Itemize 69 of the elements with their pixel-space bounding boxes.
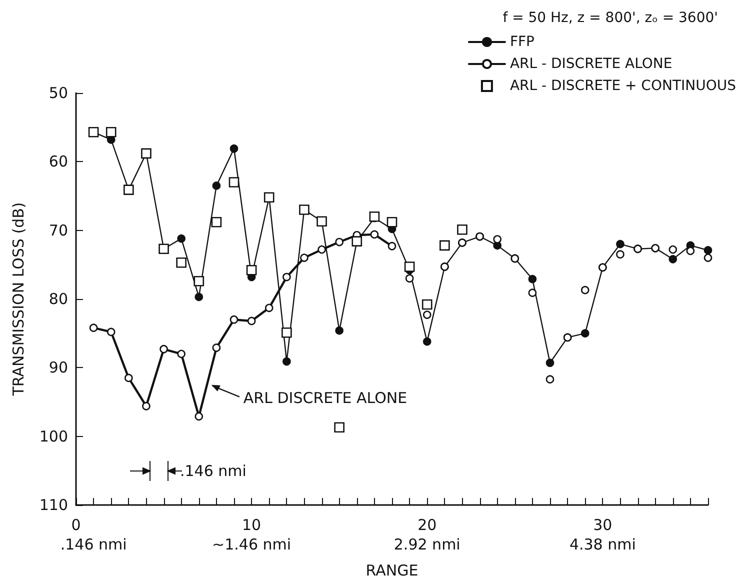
legend-label: ARL - DISCRETE + CONTINUOUS <box>510 78 736 94</box>
point <box>264 304 274 312</box>
legend-label: FFP <box>510 34 535 50</box>
point <box>282 327 292 338</box>
point <box>300 254 308 262</box>
point <box>404 262 415 272</box>
y-tick-label: 80 <box>48 290 68 308</box>
point <box>370 230 379 239</box>
point <box>493 235 502 244</box>
annotation: .146 nmi <box>180 462 246 480</box>
point <box>194 276 204 286</box>
point <box>246 265 257 276</box>
point <box>616 240 624 248</box>
point <box>247 316 256 326</box>
x-tick-label: 10 <box>242 516 262 534</box>
point <box>616 250 624 259</box>
point <box>194 292 204 302</box>
y-tick-label: 100 <box>39 427 68 446</box>
point <box>668 245 678 254</box>
x-axis-title: RANGE <box>366 562 418 580</box>
point <box>528 274 537 284</box>
y-tick-label: 70 <box>48 221 68 240</box>
point <box>124 374 133 382</box>
point <box>230 144 238 153</box>
annotation: ARL DISCRETE ALONE <box>243 388 408 407</box>
point <box>422 337 432 346</box>
y-tick-label: 60 <box>48 152 68 171</box>
point <box>89 324 98 332</box>
point <box>335 326 344 335</box>
y-tick-label: 90 <box>48 358 68 377</box>
point <box>212 182 221 190</box>
point <box>318 245 326 254</box>
point <box>546 375 554 384</box>
x2-tick-label: 2.92 nmi <box>394 536 460 554</box>
point <box>440 240 450 251</box>
x2-tick-label: 4.38 nmi <box>569 536 636 554</box>
point <box>422 299 432 310</box>
chart-subtitle: f = 50 Hz, z = 800', zₒ = 3600' <box>502 10 718 26</box>
point <box>335 238 344 246</box>
point <box>668 255 678 264</box>
point <box>369 211 380 222</box>
y-tick-label: 110 <box>39 496 68 514</box>
point <box>704 254 712 262</box>
point <box>388 242 396 250</box>
point <box>106 328 116 336</box>
point <box>160 344 168 354</box>
x-tick-label: 30 <box>593 516 612 534</box>
point <box>177 350 186 358</box>
point <box>194 412 204 421</box>
point <box>580 286 590 294</box>
y-axis-title: TRANSMISSION LOSS (dB) <box>10 202 28 397</box>
point <box>212 344 221 352</box>
point <box>546 358 554 368</box>
x-tick-label: 0 <box>71 516 81 534</box>
point <box>177 234 186 243</box>
x-tick-label: 20 <box>418 516 437 534</box>
point <box>704 246 712 254</box>
point <box>405 274 414 283</box>
point <box>230 315 238 324</box>
legend-label: ARL - DISCRETE ALONE <box>510 56 672 72</box>
point <box>282 272 291 282</box>
point <box>528 288 537 297</box>
point <box>142 402 150 410</box>
point <box>282 357 291 366</box>
x2-tick-label: .146 nmi <box>60 536 127 554</box>
y-tick-label: 50 <box>48 84 68 102</box>
x2-tick-label: ~1.46 nmi <box>212 536 292 554</box>
point <box>580 329 590 338</box>
point <box>422 310 432 319</box>
